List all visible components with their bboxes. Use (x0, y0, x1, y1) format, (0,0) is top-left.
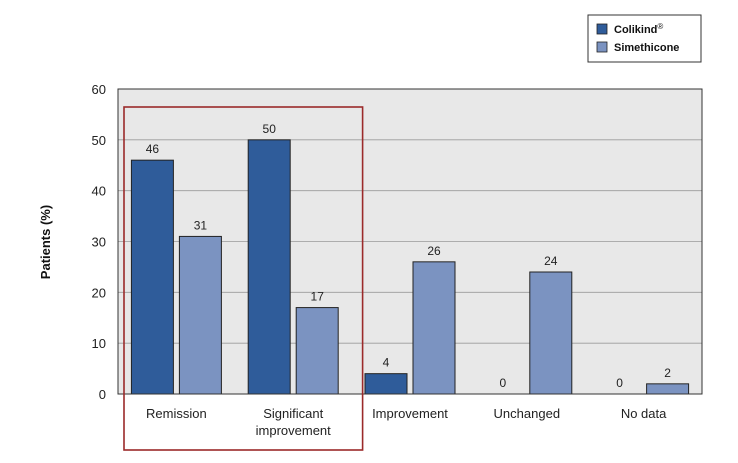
legend-label-simethicone: Simethicone (614, 42, 679, 54)
bar-simethicone (529, 271, 573, 395)
legend-swatch-colikind (596, 23, 608, 35)
x-tick-label: improvement (256, 423, 332, 438)
x-tick-label: Remission (146, 406, 207, 421)
bar-colikind (364, 373, 408, 395)
highlight-box (123, 106, 364, 451)
y-axis-label: Patients (%) (38, 205, 53, 279)
data-label: 31 (194, 218, 208, 232)
y-tick-label: 0 (99, 387, 106, 402)
bar-simethicone (646, 383, 690, 395)
data-label: 17 (311, 290, 325, 304)
y-tick-label: 30 (92, 235, 106, 250)
legend: Colikind® Simethicone (587, 14, 702, 63)
data-label: 4 (383, 356, 390, 370)
data-label: 50 (263, 122, 277, 136)
bar-simethicone (178, 235, 222, 395)
bar-simethicone (295, 307, 339, 395)
bar-colikind (130, 159, 174, 395)
legend-box (587, 14, 702, 63)
y-tick-label: 50 (92, 133, 106, 148)
y-tick-label: 60 (92, 82, 106, 97)
x-tick-label: No data (621, 406, 667, 421)
data-label: 46 (146, 142, 160, 156)
bar-colikind (247, 139, 291, 395)
data-label: 24 (544, 254, 558, 268)
plot-border (117, 88, 703, 395)
bar-simethicone (412, 261, 456, 395)
x-tick-label: Unchanged (494, 406, 561, 421)
legend-swatch-simethicone (596, 41, 608, 53)
data-label: 0 (499, 376, 506, 390)
y-tick-label: 20 (92, 285, 106, 300)
x-tick-label: Significant (263, 406, 323, 421)
x-tick-label: Improvement (372, 406, 448, 421)
data-label: 0 (616, 376, 623, 390)
legend-label-colikind: Colikind® (614, 22, 663, 36)
data-label: 26 (427, 244, 441, 258)
data-label: 2 (664, 366, 671, 380)
y-tick-label: 10 (92, 336, 106, 351)
y-tick-label: 40 (92, 184, 106, 199)
